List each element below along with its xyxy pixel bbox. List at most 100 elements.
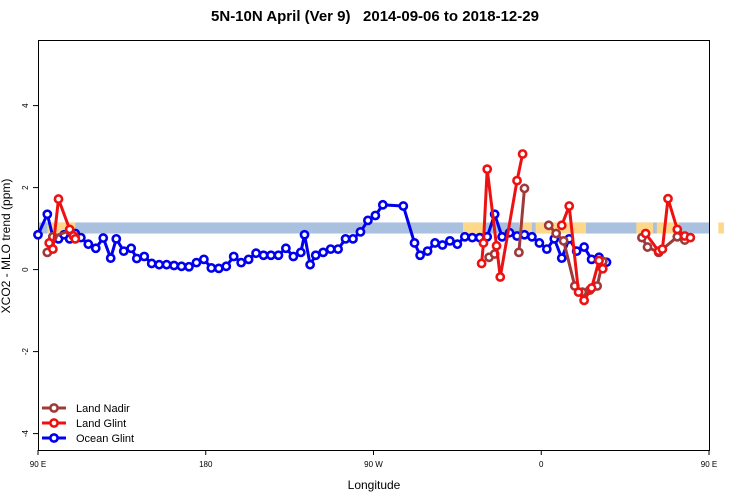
data-point [517, 149, 528, 159]
data-point [476, 258, 487, 269]
data-point [131, 253, 142, 264]
data-point [363, 215, 373, 226]
data-point [280, 243, 291, 254]
data-point [640, 228, 651, 239]
data-point [579, 242, 590, 252]
data-point [139, 251, 150, 262]
x-tick-label: 0 [539, 460, 544, 469]
land-band [518, 222, 532, 234]
y-tick-label: 0 [21, 267, 30, 272]
data-point [491, 240, 502, 251]
data-point [42, 209, 53, 220]
data-point [672, 224, 683, 235]
y-tick-label: -4 [21, 429, 30, 437]
data-point [48, 244, 58, 254]
x-tick-label: 90 W [364, 460, 383, 469]
legend-label: Land Glint [76, 418, 126, 430]
data-point [161, 259, 172, 270]
data-point [642, 242, 653, 252]
data-point [478, 238, 489, 248]
data-point [299, 229, 310, 240]
data-point [288, 251, 299, 262]
data-point [251, 248, 261, 259]
data-point [83, 239, 94, 250]
data-point [53, 194, 64, 204]
data-point [467, 232, 478, 243]
x-tick-label: 90 E [701, 460, 717, 469]
data-point [541, 244, 552, 254]
data-point [482, 164, 493, 175]
data-point [98, 233, 109, 243]
data-point [176, 261, 187, 272]
land-band [656, 222, 680, 234]
data-point [459, 231, 470, 242]
data-point [333, 244, 343, 254]
data-point [556, 220, 567, 231]
data-point [430, 238, 440, 248]
data-point [325, 244, 336, 254]
data-point [495, 272, 506, 282]
land-band [718, 222, 724, 234]
data-point [556, 253, 567, 264]
chart-title: 5N-10N April (Ver 9) 2014-09-06 to 2018-… [211, 8, 539, 25]
data-point [370, 210, 381, 221]
x-tick-label: 90 E [30, 460, 46, 469]
data-point [90, 243, 101, 254]
data-point [551, 228, 562, 239]
data-point [221, 261, 232, 272]
data-point [685, 232, 696, 243]
legend: Land Nadir Land Glint Ocean Glint [42, 403, 134, 445]
data-point [33, 229, 43, 240]
data-point [512, 175, 522, 186]
land-band [47, 222, 76, 234]
data-point [534, 238, 545, 248]
data-point [586, 283, 597, 293]
data-point [111, 233, 122, 244]
data-point [126, 243, 137, 254]
data-point [543, 220, 554, 231]
data-point [340, 233, 351, 244]
data-point [445, 235, 455, 246]
data-point [513, 247, 524, 258]
legend-marker [49, 433, 59, 443]
data-point [154, 259, 165, 270]
x-tick-label: 180 [199, 460, 213, 469]
y-tick-label: -2 [21, 347, 30, 355]
series-layer [33, 149, 696, 306]
data-point [206, 263, 217, 273]
data-point [273, 250, 284, 261]
data-point [169, 260, 179, 271]
land-band [636, 222, 654, 234]
data-point [305, 259, 316, 270]
legend-marker [49, 418, 59, 428]
x-axis-label: Longitude [348, 478, 401, 492]
data-point [437, 240, 448, 250]
data-point [318, 247, 329, 258]
data-point [266, 250, 276, 261]
y-tick-label: 2 [21, 185, 30, 190]
data-point [586, 254, 597, 265]
data-point [228, 251, 239, 262]
series-land-glint [44, 149, 696, 306]
data-point [422, 246, 433, 257]
data-point [191, 257, 202, 268]
data-point [184, 261, 194, 272]
data-point [663, 193, 673, 204]
data-point [258, 250, 269, 261]
data-point [594, 255, 604, 266]
data-point [146, 258, 157, 269]
data-point [415, 250, 425, 261]
series-ocean-glint [33, 199, 612, 274]
series-line [517, 188, 526, 253]
y-tick-label: 4 [21, 103, 30, 108]
data-point [198, 254, 209, 265]
data-point [295, 247, 306, 258]
data-point [597, 263, 608, 274]
land-band [462, 222, 486, 234]
data-point [657, 244, 668, 254]
data-point [105, 253, 116, 264]
data-point [348, 233, 358, 244]
plot-frame [38, 40, 710, 451]
series-land-nadir [42, 183, 690, 298]
